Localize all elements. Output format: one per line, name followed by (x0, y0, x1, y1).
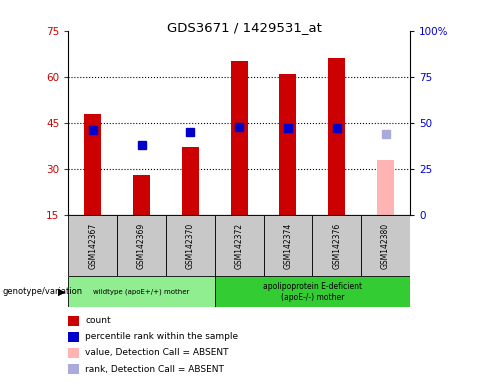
Bar (133, 175, 150, 215)
Text: GDS3671 / 1429531_at: GDS3671 / 1429531_at (166, 21, 322, 34)
Bar (230, 61, 248, 215)
Text: rank, Detection Call = ABSENT: rank, Detection Call = ABSENT (85, 364, 224, 374)
Text: GSM142376: GSM142376 (332, 223, 341, 269)
Bar (166, 215, 215, 276)
Text: genotype/variation: genotype/variation (2, 287, 82, 296)
Text: percentile rank within the sample: percentile rank within the sample (85, 332, 239, 341)
Text: GSM142370: GSM142370 (186, 223, 195, 269)
Text: GSM142367: GSM142367 (88, 223, 97, 269)
Bar (182, 147, 199, 215)
Bar (264, 215, 312, 276)
Text: wildtype (apoE+/+) mother: wildtype (apoE+/+) mother (93, 289, 190, 295)
Text: GSM142372: GSM142372 (235, 223, 244, 269)
Text: GSM142369: GSM142369 (137, 223, 146, 269)
Bar (377, 160, 394, 215)
Bar (361, 215, 410, 276)
Text: value, Detection Call = ABSENT: value, Detection Call = ABSENT (85, 348, 229, 358)
Bar (312, 215, 361, 276)
Bar (215, 215, 264, 276)
Text: GSM142374: GSM142374 (284, 223, 292, 269)
Bar (328, 58, 345, 215)
Text: count: count (85, 316, 111, 325)
Text: ▶: ▶ (58, 287, 65, 297)
Bar (84, 114, 102, 215)
Text: GSM142380: GSM142380 (381, 223, 390, 269)
Bar (68, 276, 215, 307)
Bar (68, 215, 117, 276)
Bar (215, 276, 410, 307)
Text: apolipoprotein E-deficient
(apoE-/-) mother: apolipoprotein E-deficient (apoE-/-) mot… (263, 282, 362, 301)
Bar (117, 215, 166, 276)
Bar (279, 74, 297, 215)
